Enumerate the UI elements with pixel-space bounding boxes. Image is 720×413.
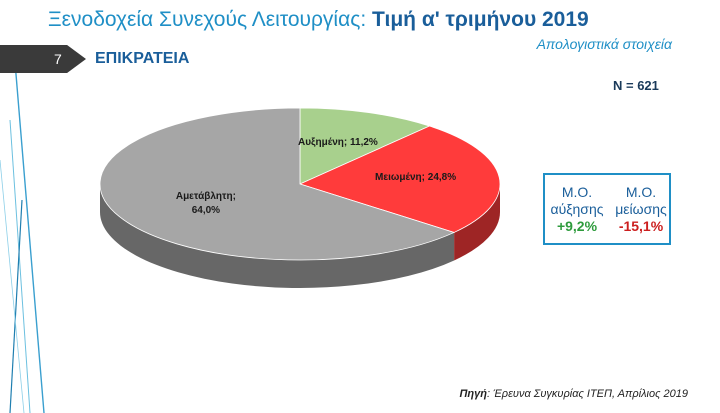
page-subtitle: Απολογιστικά στοιχεία: [536, 36, 672, 52]
increase-value: +9,2%: [556, 218, 598, 234]
pie-chart: Αυξημένη; 11,2% Μειωμένη; 24,8% Αμετάβλητη…: [99, 107, 501, 288]
title-bold: Τιμή α' τριμήνου 2019: [372, 8, 589, 31]
sample-size: N = 621: [613, 78, 659, 93]
slice-label-1: Μειωμένη; 24,8%: [375, 172, 456, 183]
pie-slice-2: [99, 107, 456, 261]
title-main: Ξενοδοχεία Συνεχούς Λειτουργίας:: [48, 8, 373, 31]
pie-side-walls: [100, 184, 500, 288]
decrease-head-1: Μ.Ο.: [625, 184, 657, 200]
pie-slice-0: [299, 107, 431, 185]
decrease-summary: Μ.Ο. μείωσης -15,1%: [609, 184, 673, 235]
section-title: ΕΠΙΚΡΑΤΕΙΑ: [95, 50, 190, 67]
increase-head-2: αύξησης: [550, 201, 604, 217]
slice-label-0: Αυξημένη; 11,2%: [298, 137, 378, 148]
pie-side-1: [454, 184, 500, 261]
slide-number: 7: [54, 51, 62, 67]
slice-label-2: Αμετάβλητη; 64,0%: [176, 191, 236, 216]
increase-head-1: Μ.Ο.: [561, 184, 593, 200]
decrease-value: -15,1%: [618, 218, 664, 234]
pie-slice-1: [298, 125, 501, 233]
summary-box: Μ.Ο. αύξησης +9,2% Μ.Ο. μείωσης -15,1%: [543, 173, 671, 245]
increase-summary: Μ.Ο. αύξησης +9,2%: [545, 184, 609, 235]
decrease-head-2: μείωσης: [615, 201, 667, 217]
source-label: Πηγή: [459, 388, 487, 400]
source-note: Πηγή: Έρευνα Συγκυρίας ΙΤΕΠ, Απρίλιος 20…: [460, 388, 688, 400]
pie-side-2: [100, 184, 455, 288]
source-text: : Έρευνα Συγκυρίας ΙΤΕΠ, Απρίλιος 2019: [486, 388, 688, 400]
slide-number-badge: 7: [0, 45, 86, 73]
page-title: Ξενοδοχεία Συνεχούς Λειτουργίας: Τιμή α'…: [48, 8, 708, 32]
